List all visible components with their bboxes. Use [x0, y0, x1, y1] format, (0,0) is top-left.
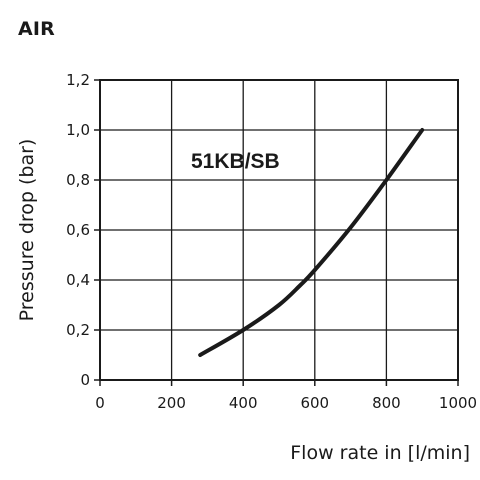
- x-tick-label: 400: [229, 394, 258, 412]
- series-label-51kb-sb: 51KB/SB: [191, 150, 280, 173]
- x-tick-label: 800: [372, 394, 401, 412]
- plot-frame: [99, 79, 459, 381]
- y-tick-label: 0: [80, 371, 90, 389]
- y-tick-label: 0,8: [66, 171, 90, 189]
- x-tick-label: 200: [157, 394, 186, 412]
- y-axis-title: Pressure drop (bar): [16, 139, 38, 322]
- x-tick-label: 600: [300, 394, 329, 412]
- y-tick-label: 0,6: [66, 221, 90, 239]
- y-tick-labels: 0 0,2 0,4 0,6 0,8 1,0 1,2: [66, 71, 90, 389]
- x-tick-label: 0: [95, 394, 105, 412]
- medium-label: AIR: [18, 18, 56, 40]
- x-axis-title: Flow rate in [l/min]: [290, 442, 470, 464]
- y-tick-label: 1,0: [66, 121, 90, 139]
- series-line-51kb-sb: [198, 128, 425, 357]
- series-group: [198, 128, 425, 357]
- x-tick-label: 1000: [439, 394, 477, 412]
- y-tick-label: 1,2: [66, 71, 90, 89]
- y-tick-label: 0,2: [66, 321, 90, 339]
- chart-grid: [94, 79, 459, 386]
- x-tick-labels: 0 200 400 600 800 1000: [95, 394, 477, 412]
- y-tick-label: 0,4: [66, 271, 90, 289]
